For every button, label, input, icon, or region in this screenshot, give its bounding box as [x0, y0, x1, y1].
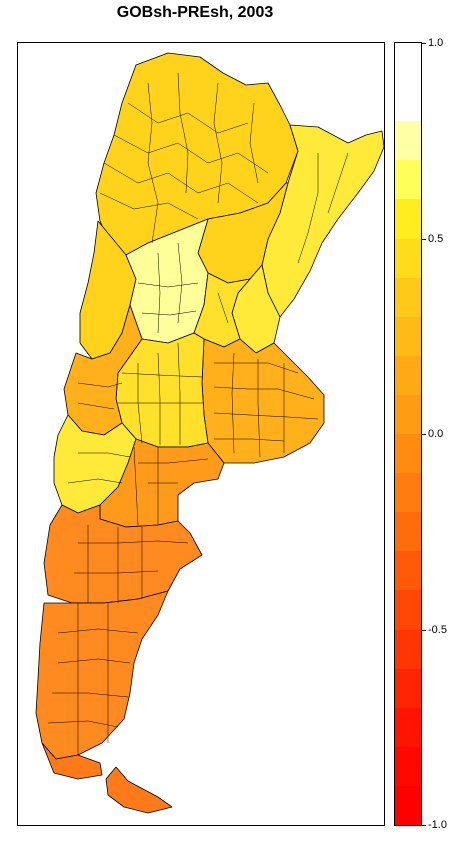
- legend-band: [395, 551, 421, 591]
- district-border: [327, 152, 349, 214]
- region-tierra-del-fuego: [41, 742, 103, 780]
- district-border: [67, 478, 123, 484]
- district-border: [121, 372, 203, 378]
- legend-band: [395, 316, 421, 357]
- district-border: [177, 242, 183, 324]
- district-border: [213, 386, 315, 400]
- legend-band: [395, 121, 421, 161]
- legend-tick-label: 0.5: [428, 232, 444, 245]
- legend-tick-mark: [422, 629, 426, 631]
- district-border: [147, 82, 159, 244]
- legend-band: [395, 82, 421, 122]
- region-buenos-aires: [201, 338, 325, 464]
- legend-band: [395, 43, 421, 83]
- legend-tick-mark: [422, 825, 426, 826]
- legend-band: [395, 629, 421, 670]
- district-border: [57, 628, 139, 634]
- district-border: [137, 282, 199, 288]
- legend-tick-label: -1.0: [428, 819, 447, 831]
- legend-band: [395, 434, 421, 474]
- legend-band: [395, 277, 421, 318]
- district-border: [99, 192, 199, 220]
- argentina-choropleth-map: [35, 52, 384, 814]
- district-border: [127, 102, 249, 134]
- district-border: [217, 292, 229, 324]
- district-border: [157, 252, 161, 334]
- district-border: [103, 162, 259, 204]
- district-border: [249, 102, 259, 184]
- legend-band: [395, 707, 421, 748]
- district-border: [78, 452, 131, 458]
- legend-band: [395, 238, 421, 279]
- district-border: [213, 82, 223, 204]
- legend-band: [395, 512, 421, 552]
- district-border: [141, 310, 197, 316]
- district-border: [157, 352, 161, 445]
- legend-band: [395, 785, 421, 825]
- district-border: [177, 72, 189, 194]
- district-border: [297, 153, 319, 264]
- district-border: [57, 658, 131, 664]
- region-santa-cruz: [35, 590, 169, 760]
- legend-tick-mark: [422, 43, 426, 44]
- district-border: [52, 692, 129, 698]
- legend-band: [395, 590, 421, 630]
- region-tierra-del-fuego-island: [105, 766, 173, 814]
- legend-band: [395, 160, 421, 200]
- district-border: [133, 446, 139, 526]
- map-title: GOBsh-PREsh, 2003: [116, 4, 274, 21]
- region-chubut: [43, 504, 203, 604]
- legend-band: [395, 355, 421, 396]
- district-border: [231, 352, 235, 454]
- district-border: [213, 412, 319, 420]
- district-border: [177, 342, 181, 445]
- legend-band: [395, 394, 421, 435]
- district-border: [113, 134, 269, 174]
- map-panel: [17, 42, 385, 826]
- legend-tick-label: -0.5: [428, 623, 447, 636]
- legend-tick-label: 1.0: [428, 37, 444, 49]
- legend-band: [395, 473, 421, 513]
- legend-band: [395, 199, 421, 239]
- legend-tick-mark: [422, 238, 426, 240]
- legend-band: [395, 668, 421, 709]
- legend-tick-mark: [422, 434, 426, 435]
- legend-band: [395, 746, 421, 787]
- color-legend-bar: [394, 42, 422, 826]
- district-border: [138, 458, 209, 464]
- district-border: [77, 402, 115, 410]
- district-border: [214, 438, 285, 442]
- district-border: [257, 359, 261, 458]
- district-border: [77, 382, 123, 388]
- district-border: [214, 362, 299, 374]
- legend-tick-label: 0.0: [428, 428, 444, 440]
- district-border: [78, 540, 189, 544]
